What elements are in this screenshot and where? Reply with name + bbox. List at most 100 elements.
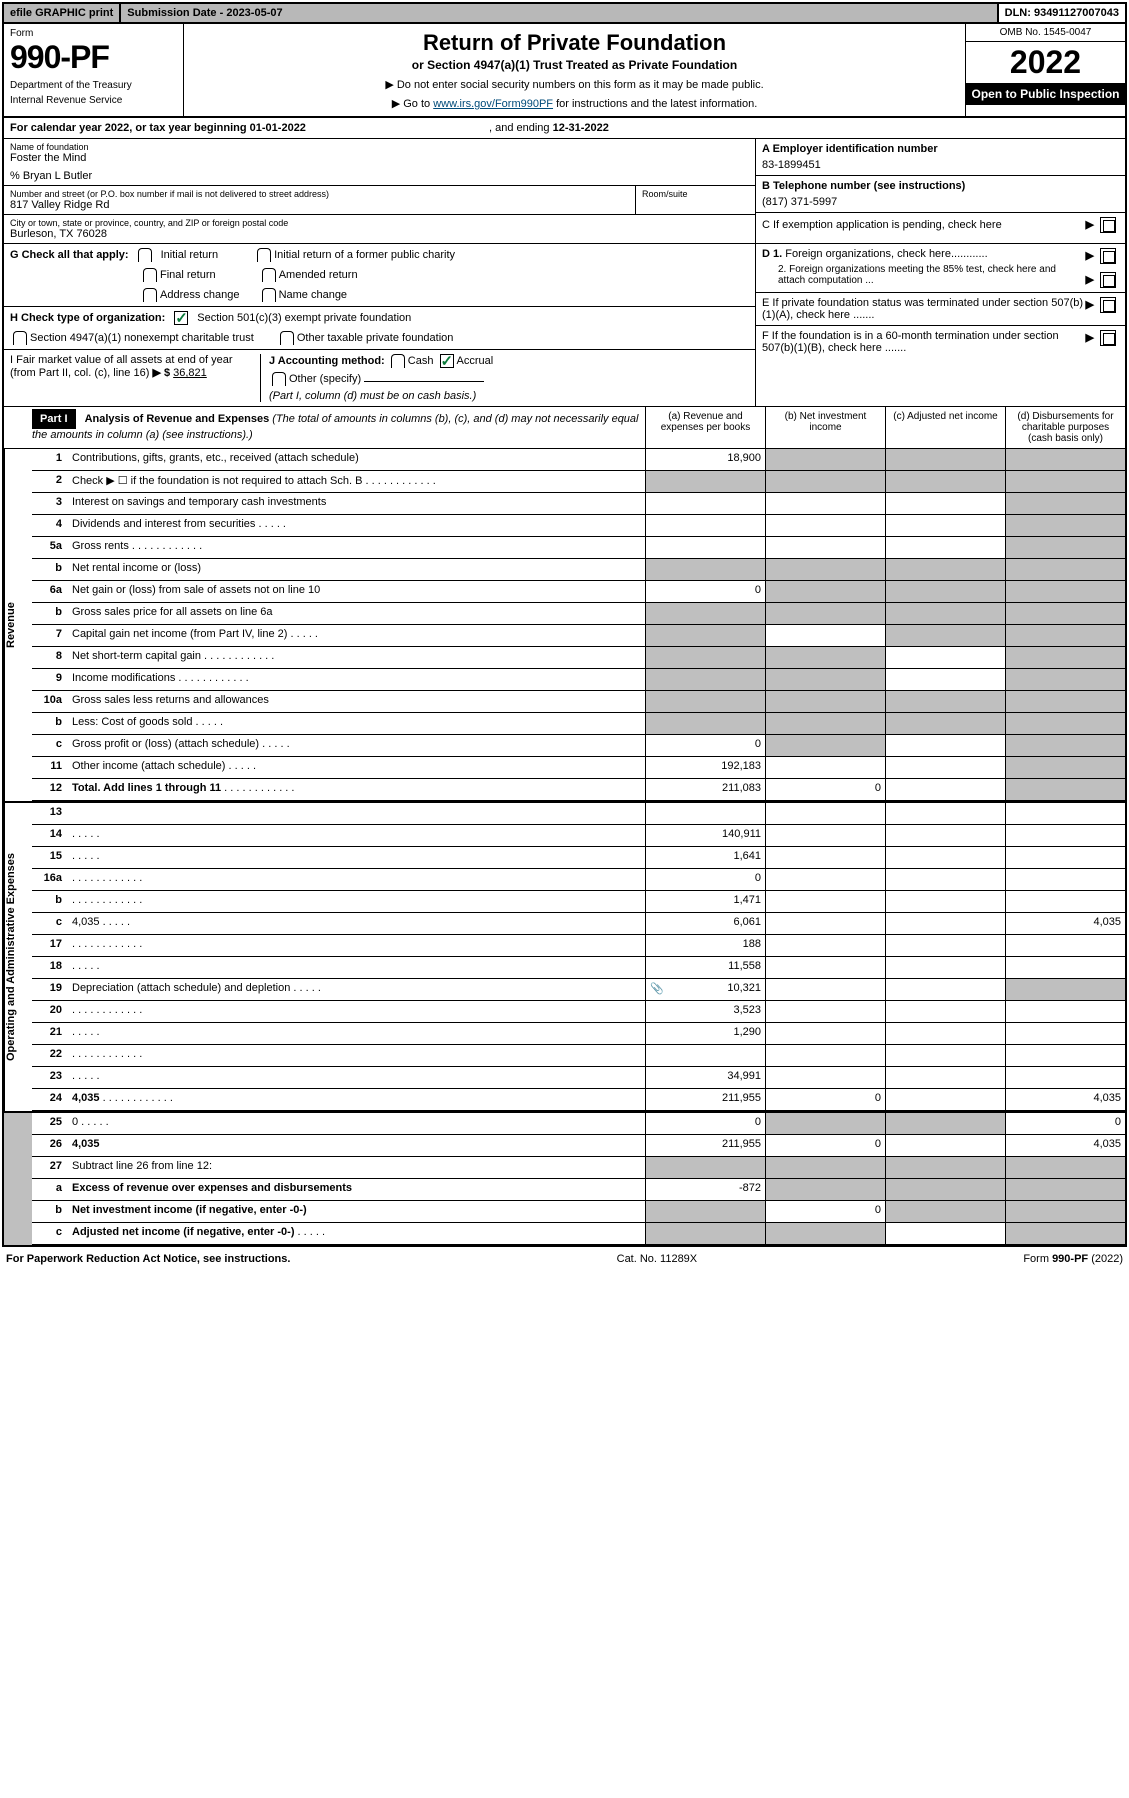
row-desc <box>68 891 645 912</box>
attachment-icon[interactable]: 📎 <box>650 982 664 995</box>
col-c-hdr: (c) Adjusted net income <box>885 407 1005 448</box>
cb-e[interactable] <box>1100 297 1116 313</box>
right-checks: D 1. Foreign organizations, check here..… <box>755 244 1125 406</box>
row-desc: Subtract line 26 from line 12: <box>68 1157 645 1178</box>
row-desc <box>68 1001 645 1022</box>
cell-a: 0 <box>645 869 765 890</box>
section-j: J Accounting method: Cash Accrual Other … <box>260 354 749 402</box>
entity-info: Name of foundation Foster the Mind % Bry… <box>4 139 1125 244</box>
table-row: 14140,911 <box>32 825 1125 847</box>
cell-b <box>765 979 885 1000</box>
cb-initial-former[interactable] <box>257 248 271 262</box>
cb-d1[interactable] <box>1100 248 1116 264</box>
foundation-name: Foster the Mind <box>10 152 749 164</box>
subtract-section: 25000264,035211,95504,03527Subtract line… <box>4 1111 1125 1245</box>
row-desc: Gross profit or (loss) (attach schedule) <box>68 735 645 756</box>
cell-d <box>1005 559 1125 580</box>
cell-c <box>885 581 1005 602</box>
cell-a <box>645 1201 765 1222</box>
cb-d2[interactable] <box>1100 272 1116 288</box>
cell-d <box>1005 1223 1125 1244</box>
cb-other-taxable[interactable] <box>280 331 294 345</box>
row-desc: Gross rents <box>68 537 645 558</box>
cb-initial-return[interactable] <box>138 248 152 262</box>
row-desc: Contributions, gifts, grants, etc., rece… <box>68 449 645 470</box>
table-row: 4Dividends and interest from securities <box>32 515 1125 537</box>
cell-b <box>765 581 885 602</box>
dln: DLN: 93491127007043 <box>999 4 1125 22</box>
cb-501c3[interactable] <box>174 311 188 325</box>
form-label: Form <box>10 28 177 39</box>
cell-d <box>1005 515 1125 536</box>
cell-a: 0 <box>645 735 765 756</box>
cell-a <box>645 669 765 690</box>
cell-b <box>765 869 885 890</box>
row-desc <box>68 847 645 868</box>
row-desc: Check ▶ ☐ if the foundation is not requi… <box>68 471 645 492</box>
form-id-block: Form 990-PF Department of the Treasury I… <box>4 24 184 116</box>
cell-b <box>765 1067 885 1088</box>
row-number: b <box>32 559 68 580</box>
cell-b <box>765 891 885 912</box>
cell-c <box>885 515 1005 536</box>
row-number: 20 <box>32 1001 68 1022</box>
cell-a: -872 <box>645 1179 765 1200</box>
row-number: 12 <box>32 779 68 800</box>
cell-d <box>1005 847 1125 868</box>
page-footer: For Paperwork Reduction Act Notice, see … <box>0 1249 1129 1269</box>
table-row: 264,035211,95504,035 <box>32 1135 1125 1157</box>
table-row: 27Subtract line 26 from line 12: <box>32 1157 1125 1179</box>
cell-c <box>885 647 1005 668</box>
cell-a <box>645 537 765 558</box>
col-d-hdr: (d) Disbursements for charitable purpose… <box>1005 407 1125 448</box>
cb-4947[interactable] <box>13 331 27 345</box>
cb-cash[interactable] <box>391 354 405 368</box>
table-row: aExcess of revenue over expenses and dis… <box>32 1179 1125 1201</box>
cb-f[interactable] <box>1100 330 1116 346</box>
room-suite-cell: Room/suite <box>635 186 755 215</box>
cell-a: 3,523 <box>645 1001 765 1022</box>
cell-d <box>1005 1045 1125 1066</box>
row-number: 17 <box>32 935 68 956</box>
cell-d <box>1005 869 1125 890</box>
table-row: 244,035211,95504,035 <box>32 1089 1125 1111</box>
cell-b <box>765 647 885 668</box>
checkbox-sections: G Check all that apply: Initial return I… <box>4 244 1125 407</box>
table-row: 11Other income (attach schedule)192,183 <box>32 757 1125 779</box>
cell-c <box>885 1045 1005 1066</box>
cb-address-change[interactable] <box>143 288 157 302</box>
cell-c <box>885 735 1005 756</box>
cb-name-change[interactable] <box>262 288 276 302</box>
cell-a: 11,558 <box>645 957 765 978</box>
cell-d <box>1005 1001 1125 1022</box>
tax-year: 2022 <box>966 42 1125 83</box>
cell-c <box>885 1067 1005 1088</box>
footer-right: Form 990-PF (2022) <box>1023 1253 1123 1265</box>
cb-final-return[interactable] <box>143 268 157 282</box>
cb-other-method[interactable] <box>272 372 286 386</box>
cb-accrual[interactable] <box>440 354 454 368</box>
row-desc: Less: Cost of goods sold <box>68 713 645 734</box>
header-right-block: OMB No. 1545-0047 2022 Open to Public In… <box>965 24 1125 116</box>
row-number: 13 <box>32 803 68 824</box>
cell-b <box>765 1001 885 1022</box>
table-row: bLess: Cost of goods sold <box>32 713 1125 735</box>
efile-print[interactable]: efile GRAPHIC print <box>4 4 121 22</box>
table-row: 19Depreciation (attach schedule) and dep… <box>32 979 1125 1001</box>
row-desc: 0 <box>68 1113 645 1134</box>
form-title: Return of Private Foundation <box>190 30 959 56</box>
cell-c <box>885 847 1005 868</box>
cell-d <box>1005 803 1125 824</box>
cell-b: 0 <box>765 779 885 800</box>
table-row: cGross profit or (loss) (attach schedule… <box>32 735 1125 757</box>
row-number: c <box>32 913 68 934</box>
checkbox-c[interactable] <box>1100 217 1116 233</box>
cell-c <box>885 869 1005 890</box>
cell-b <box>765 935 885 956</box>
cell-c <box>885 825 1005 846</box>
cb-amended-return[interactable] <box>262 268 276 282</box>
row-number: 9 <box>32 669 68 690</box>
top-bar: efile GRAPHIC print Submission Date - 20… <box>4 4 1125 24</box>
form990pf-link[interactable]: www.irs.gov/Form990PF <box>433 98 553 110</box>
row-number: 26 <box>32 1135 68 1156</box>
